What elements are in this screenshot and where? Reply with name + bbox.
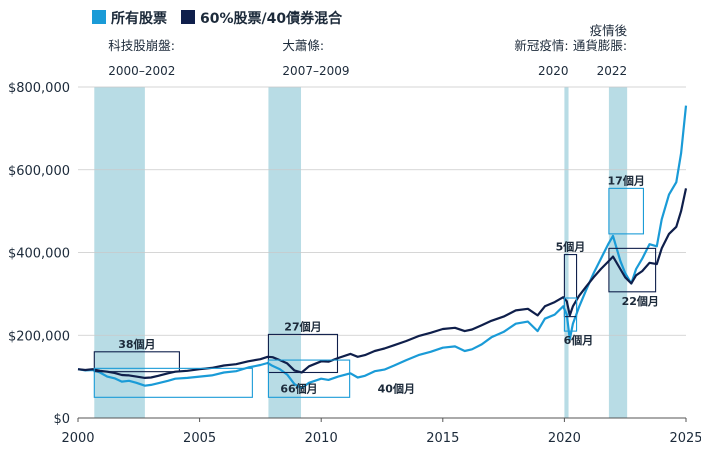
y-tick-label: $600,000 [8,164,70,179]
recovery-box [608,247,657,293]
period-label: 大蕭條: [282,38,324,53]
axes: $0 $200,000 $400,000 $600,000 $800,000 2000 20… [8,81,701,446]
y-tick-label: $800,000 [8,81,70,96]
x-tick-label: 2005 [183,431,216,446]
legend: 所有股票 60%股票/40債券混合 [92,10,343,27]
recovery-boxes: 38個月 66個月 27個月 40個月 5個月 6個月 17個月 22個月 [93,173,659,398]
recovery-box [563,297,578,332]
recovery-label: 38個月 [118,337,155,351]
recovery-box [93,351,180,373]
period-labels: 科技股崩盤: 2000–2002 大蕭條: 2007–2009 新冠疫情: 2020 疫情後… [108,23,627,78]
legend-label: 60%股票/40債券混合 [200,10,343,27]
period-label: 通貨膨脹: [573,38,627,53]
recovery-box [267,359,351,398]
period-label: 疫情後 [590,23,628,38]
period-dates: 2022 [597,64,628,78]
series-line [77,105,688,390]
recovery-label: 6個月 [564,333,594,347]
recovery-label: 22個月 [622,294,659,308]
x-tick-label: 2000 [61,431,94,446]
recovery-box [267,333,339,374]
x-tick-label: 2025 [669,431,701,446]
recovery-box [608,187,644,235]
y-tick-label: $200,000 [8,329,70,344]
x-tick-label: 2010 [305,431,338,446]
period-label: 科技股崩盤: [108,38,175,53]
period-dates: 2007–2009 [282,64,349,78]
recovery-box [563,254,578,318]
recovery-label: 5個月 [556,240,586,254]
recovery-box [93,367,253,398]
series-lines [77,105,688,390]
y-tick-label: $400,000 [8,247,70,262]
period-dates: 2020 [538,64,569,78]
gridlines [78,86,686,419]
x-tick-label: 2020 [548,431,581,446]
series-line [77,188,688,379]
legend-swatch [181,10,195,24]
legend-swatch [92,10,106,24]
period-label: 新冠疫情: [514,38,568,53]
period-dates: 2000–2002 [108,64,175,78]
x-tick-label: 2015 [426,431,459,446]
recovery-label: 27個月 [284,319,321,333]
recovery-label: 66個月 [280,381,317,395]
recovery-label: 40個月 [378,381,415,395]
recovery-label: 17個月 [608,173,645,187]
y-tick-label: $0 [53,412,70,427]
legend-label: 所有股票 [111,10,167,27]
